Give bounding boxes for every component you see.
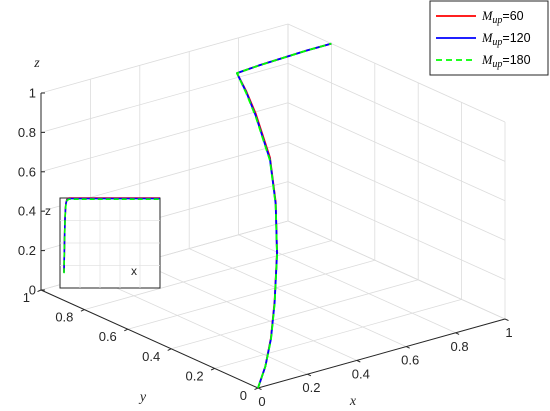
grid-line [287,220,506,320]
grid-line [287,102,506,202]
series-line-2 [236,42,332,389]
y-tick-mark [124,328,129,332]
x-tick-label: 1 [505,325,512,340]
y-tick-label: 0 [240,388,247,403]
inset-series-line-3 [63,198,160,274]
x-tick-mark [307,373,312,377]
grid-line [287,23,506,123]
grid-line [90,275,308,375]
y-tick-label: 0.2 [186,368,204,383]
grid-line [139,262,357,361]
x-axis-label: x [349,394,357,409]
inset-z-label: z [45,204,51,218]
grid-line [40,23,289,94]
tick-labels: 0000.20.20.20.40.40.40.60.60.60.80.80.81… [18,86,513,410]
y-tick-mark [254,387,259,391]
grid-line [287,63,506,162]
z-tick-label: 0.2 [18,243,36,258]
legend-items: Mup=60 Mup=120 Mup=180 [436,9,531,70]
axes-frame [40,93,506,389]
series-line-3 [236,42,332,389]
inset-grid [60,198,160,288]
grid-line [238,234,456,334]
x-tick-label: 0.8 [451,339,469,354]
z-axis-label: z [33,56,40,71]
y-tick-mark [80,309,85,312]
x-tick-mark [356,359,361,363]
y-tick-mark [37,289,42,293]
grid-line [189,248,407,347]
grid-line [84,240,332,310]
series-lines [236,42,332,389]
legend-entry-1: Mup=60 [481,9,524,26]
x-tick-mark [504,318,509,322]
x-tick-mark [257,387,262,391]
y-tick-label: 0.4 [142,349,160,364]
y-tick-label: 0.6 [99,329,117,344]
y-tick-label: 1 [23,290,30,305]
x-axis-line [257,318,506,389]
y-tick-label: 0.8 [55,310,73,325]
axis-labels: x y z [33,56,357,409]
x-tick-label: 0.2 [302,380,320,395]
y-tick-mark [167,348,172,351]
z-tick-label: 0.6 [18,164,36,179]
legend-entry-3: Mup=180 [481,53,531,70]
inset-plot: x z [45,197,161,289]
grid-line [214,299,462,369]
inset-x-label: x [131,264,137,278]
series-line-1 [236,42,332,389]
x-tick-label: 0.6 [401,353,419,368]
grid-line [287,141,506,241]
x-tick-label: 0 [258,394,265,409]
grid-line [40,63,289,133]
grid-line [40,102,289,173]
x-tick-label: 0.4 [352,366,370,381]
grid-line [287,181,506,280]
legend-entry-2: Mup=120 [481,31,531,48]
legend: Mup=60 Mup=120 Mup=180 [429,0,549,76]
grid-lines [40,23,506,389]
x-tick-mark [455,332,460,335]
grid-line [127,259,375,330]
y-tick-mark [210,367,215,371]
z-tick-label: 0.8 [18,125,36,140]
grid-line [171,279,419,350]
y-axis-label: y [138,390,147,405]
inset-series-lines [63,197,160,274]
z-tick-label: 1 [29,86,36,101]
x-tick-mark [405,346,410,349]
z-tick-label: 0 [29,283,36,298]
z-tick-label: 0.4 [18,204,36,219]
y-axis-line [40,289,259,389]
